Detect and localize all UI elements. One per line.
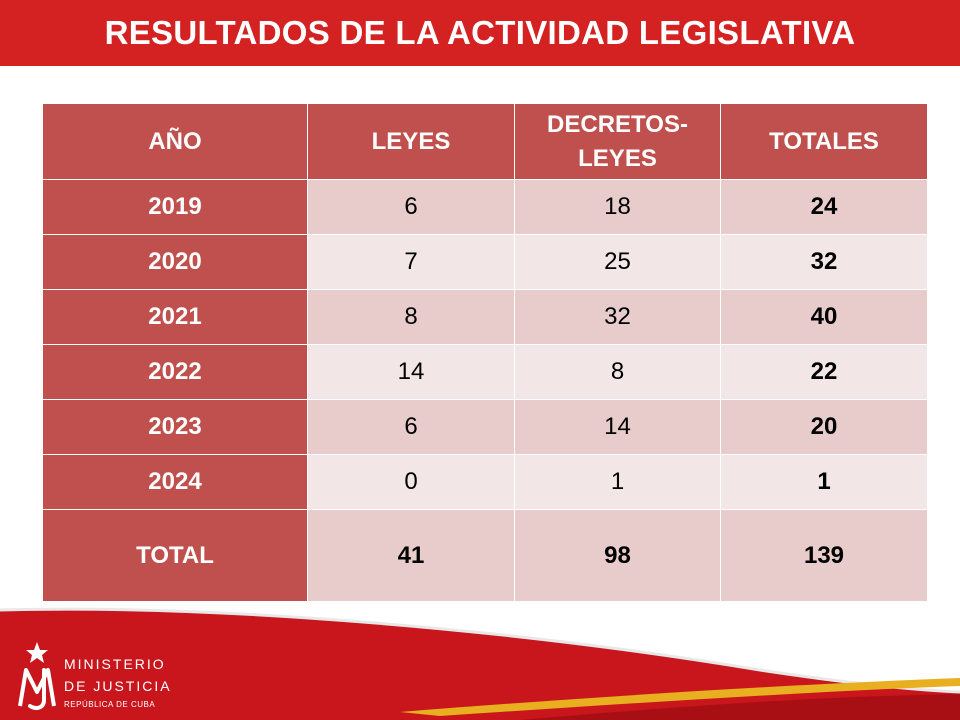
year-cell: 2023 bbox=[42, 399, 308, 455]
column-header-decretos-label: DECRETOS-LEYES bbox=[547, 110, 688, 172]
title-bar: RESULTADOS DE LA ACTIVIDAD LEGISLATIVA bbox=[0, 0, 960, 66]
ministerio-logo: MINISTERIO DE JUSTICIA REPÚBLICA DE CUBA bbox=[10, 640, 180, 716]
decretos-cell: 18 bbox=[514, 179, 721, 235]
decretos-cell: 1 bbox=[514, 454, 721, 510]
year-cell: 2024 bbox=[42, 454, 308, 510]
total-decretos-cell: 98 bbox=[514, 509, 721, 602]
leyes-cell: 7 bbox=[307, 234, 515, 290]
year-cell: 2019 bbox=[42, 179, 308, 235]
leyes-cell: 6 bbox=[307, 399, 515, 455]
leyes-cell: 6 bbox=[307, 179, 515, 235]
year-cell: 2021 bbox=[42, 289, 308, 345]
totales-cell: 20 bbox=[720, 399, 928, 455]
total-label-cell: TOTAL bbox=[42, 509, 308, 602]
totales-cell: 1 bbox=[720, 454, 928, 510]
table-row: 2023 6 14 20 bbox=[42, 399, 928, 455]
totales-cell: 22 bbox=[720, 344, 928, 400]
table-header-row: AÑO LEYES DECRETOS-LEYES TOTALES bbox=[42, 103, 928, 180]
logo-text-justicia: DE JUSTICIA bbox=[64, 678, 172, 694]
total-row: TOTAL 41 98 139 bbox=[42, 509, 928, 602]
column-header-year: AÑO bbox=[42, 103, 308, 180]
table-row: 2022 14 8 22 bbox=[42, 344, 928, 400]
column-header-totales: TOTALES bbox=[720, 103, 928, 180]
logo-text-republica: REPÚBLICA DE CUBA bbox=[64, 700, 156, 709]
year-cell: 2020 bbox=[42, 234, 308, 290]
leyes-cell: 8 bbox=[307, 289, 515, 345]
decretos-cell: 14 bbox=[514, 399, 721, 455]
decretos-cell: 25 bbox=[514, 234, 721, 290]
totales-cell: 32 bbox=[720, 234, 928, 290]
page-title: RESULTADOS DE LA ACTIVIDAD LEGISLATIVA bbox=[104, 14, 856, 51]
leyes-cell: 0 bbox=[307, 454, 515, 510]
year-cell: 2022 bbox=[42, 344, 308, 400]
table-row: 2019 6 18 24 bbox=[42, 179, 928, 235]
total-leyes-cell: 41 bbox=[307, 509, 515, 602]
legislative-results-table: AÑO LEYES DECRETOS-LEYES TOTALES 2019 6 … bbox=[42, 103, 928, 602]
column-header-leyes: LEYES bbox=[307, 103, 515, 180]
decretos-cell: 32 bbox=[514, 289, 721, 345]
totales-cell: 24 bbox=[720, 179, 928, 235]
footer-decoration bbox=[0, 600, 960, 720]
logo-text-ministerio: MINISTERIO bbox=[64, 656, 166, 672]
table-row: 2020 7 25 32 bbox=[42, 234, 928, 290]
footer-wave-graphic bbox=[0, 607, 960, 720]
total-totales-cell: 139 bbox=[720, 509, 928, 602]
table-row: 2021 8 32 40 bbox=[42, 289, 928, 345]
column-header-decretos: DECRETOS-LEYES bbox=[514, 103, 721, 180]
table-row: 2024 0 1 1 bbox=[42, 454, 928, 510]
leyes-cell: 14 bbox=[307, 344, 515, 400]
totales-cell: 40 bbox=[720, 289, 928, 345]
mj-emblem-icon bbox=[18, 642, 56, 710]
decretos-cell: 8 bbox=[514, 344, 721, 400]
